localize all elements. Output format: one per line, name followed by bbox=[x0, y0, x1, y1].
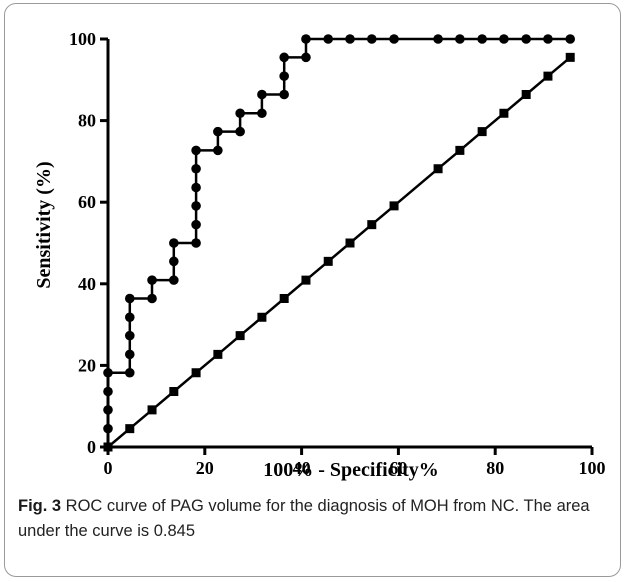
circle-marker bbox=[279, 52, 289, 63]
y-tick-label: 100 bbox=[69, 29, 96, 49]
circle-marker bbox=[103, 386, 113, 397]
circle-marker bbox=[301, 34, 311, 44]
circle-marker bbox=[235, 126, 245, 137]
square-marker bbox=[521, 89, 531, 99]
square-marker bbox=[477, 127, 487, 137]
circle-marker bbox=[124, 367, 135, 378]
square-marker bbox=[455, 145, 465, 155]
x-tick-label: 80 bbox=[486, 458, 504, 478]
circle-marker bbox=[279, 71, 289, 81]
square-marker bbox=[103, 442, 113, 452]
square-marker bbox=[543, 71, 553, 81]
circle-marker bbox=[433, 34, 443, 44]
figure-label: Fig. 3 bbox=[18, 497, 62, 515]
circle-marker bbox=[499, 34, 509, 44]
circle-marker bbox=[191, 145, 201, 156]
circle-marker bbox=[103, 405, 113, 415]
roc-chart: 0 20 40 60 80 100 0 20 40 60 80 100 Sensitivity (%)… bbox=[33, 29, 606, 481]
circle-marker bbox=[169, 256, 179, 267]
circle-marker bbox=[279, 89, 289, 100]
x-tick-label: 100 bbox=[579, 458, 606, 478]
circle-marker bbox=[213, 145, 223, 156]
circle-marker bbox=[191, 182, 201, 193]
square-marker bbox=[279, 293, 289, 303]
x-tick-label: 40 bbox=[293, 458, 311, 478]
square-marker bbox=[389, 201, 399, 211]
figure-caption: Fig. 3 ROC curve of PAG volume for the d… bbox=[18, 494, 618, 544]
circle-marker bbox=[543, 34, 553, 44]
circle-marker bbox=[191, 238, 201, 248]
circle-marker bbox=[521, 34, 531, 44]
x-tick-label: 60 bbox=[389, 458, 407, 478]
circle-marker bbox=[565, 34, 576, 44]
circle-marker bbox=[213, 126, 223, 137]
x-tick-label: 20 bbox=[196, 458, 214, 478]
square-marker bbox=[169, 387, 179, 397]
circle-marker bbox=[257, 108, 267, 119]
square-marker bbox=[367, 220, 377, 230]
x-axis-title: 100% - Specificity% bbox=[263, 459, 439, 481]
y-tick-label: 80 bbox=[78, 111, 96, 131]
square-marker bbox=[235, 331, 245, 341]
circle-marker bbox=[124, 349, 135, 360]
series-layer bbox=[103, 34, 576, 452]
circle-marker bbox=[191, 219, 201, 230]
circle-marker bbox=[191, 201, 201, 211]
y-tick-label: 60 bbox=[78, 192, 96, 212]
circle-marker bbox=[235, 108, 245, 119]
x-tick-label: 0 bbox=[104, 458, 113, 478]
square-marker bbox=[565, 52, 575, 62]
circle-marker bbox=[323, 34, 334, 44]
circle-marker bbox=[147, 293, 157, 304]
square-marker bbox=[147, 405, 157, 415]
circle-marker bbox=[103, 367, 113, 378]
circle-marker bbox=[455, 34, 465, 44]
circle-marker bbox=[169, 275, 179, 285]
circle-marker bbox=[124, 293, 135, 304]
square-marker bbox=[499, 108, 509, 118]
circle-marker bbox=[124, 312, 135, 323]
tick-labels: 0 20 40 60 80 100 0 20 40 60 80 100 bbox=[69, 29, 606, 478]
circle-marker bbox=[147, 275, 157, 285]
y-axis-title: Sensitivity (%) bbox=[33, 161, 55, 288]
square-marker bbox=[323, 256, 333, 266]
square-marker bbox=[191, 368, 201, 378]
y-tick-label: 40 bbox=[78, 274, 96, 294]
circle-marker bbox=[103, 423, 113, 434]
circle-marker bbox=[366, 34, 377, 44]
square-marker bbox=[345, 238, 355, 248]
y-tick-label: 0 bbox=[87, 437, 96, 457]
square-marker bbox=[433, 164, 443, 174]
square-marker bbox=[301, 275, 311, 285]
square-marker bbox=[213, 349, 223, 359]
caption-text: ROC curve of PAG volume for the diagnosi… bbox=[18, 497, 590, 540]
circle-marker bbox=[191, 163, 201, 174]
circle-marker bbox=[301, 52, 311, 63]
circle-marker bbox=[389, 34, 399, 44]
circle-marker bbox=[477, 34, 487, 44]
square-marker bbox=[257, 312, 267, 322]
y-tick-label: 20 bbox=[78, 355, 96, 375]
circle-marker bbox=[257, 89, 267, 100]
square-marker bbox=[125, 424, 135, 434]
circle-marker bbox=[345, 34, 355, 44]
circle-marker bbox=[124, 330, 135, 341]
circle-marker bbox=[169, 238, 179, 248]
